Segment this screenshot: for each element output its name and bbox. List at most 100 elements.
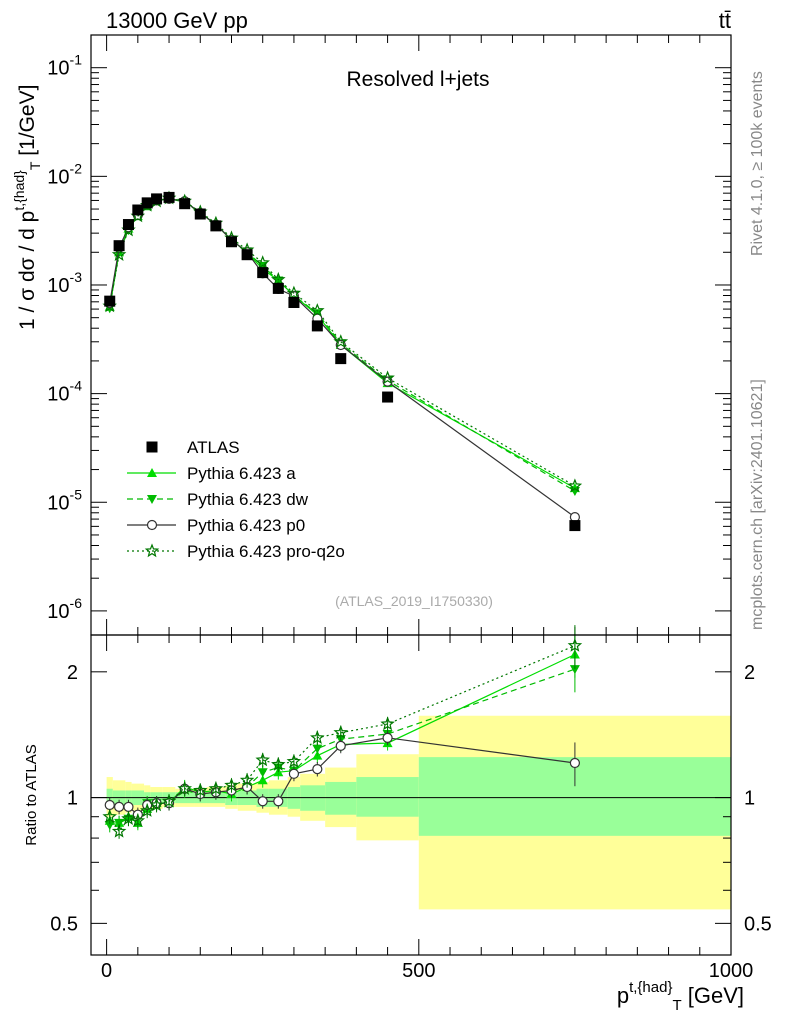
ratio-point-pythia-6-423-dw <box>312 744 323 754</box>
main-y-tick-label: 10-5 <box>47 486 82 514</box>
x-axis-label: pt,{had}T [GeV] <box>617 979 744 1014</box>
ratio-point-pythia-6-423-pro-q2o <box>149 797 164 812</box>
ratio-point-pythia-6-423-p0 <box>335 740 346 751</box>
plot-title: Resolved l+jets <box>347 68 490 91</box>
ratio-point-pythia-6-423-pro-q2o <box>255 752 270 767</box>
ratio-point-pythia-6-423-dw <box>257 768 268 778</box>
ratio-point-pythia-6-423-pro-q2o <box>239 772 255 787</box>
ratio-panel-frame <box>90 634 732 956</box>
ratio-point-pythia-6-423-pro-q2o <box>286 753 302 768</box>
ratio-point-pythia-6-423-pro-q2o <box>567 638 583 652</box>
data-point-atlas <box>151 193 163 205</box>
legend-label-pythia-6-423-dw: Pythia 6.423 dw <box>187 490 309 509</box>
data-point-atlas <box>288 296 300 308</box>
legend-marker-pythia-6-423-dw <box>147 495 157 504</box>
legend-marker-atlas <box>146 441 158 453</box>
main-y-tick-label: 10-6 <box>47 595 82 623</box>
ratio-axis-ticks: 0.5 0.5 1 1 2 2 0 500 1000 <box>50 635 772 982</box>
ratio-y-tick-label-right: 2 <box>744 662 755 684</box>
main-y-tick-label: 10-2 <box>47 160 82 188</box>
ratio-point-pythia-6-423-p0 <box>113 801 125 813</box>
ratio-point-pythia-6-423-p0 <box>288 768 300 779</box>
main-y-tick-label: 10-1 <box>47 52 82 80</box>
series-atlas <box>104 191 581 532</box>
ratio-y-tick-label-right: 0.5 <box>744 913 772 935</box>
legend-label-pythia-6-423-a: Pythia 6.423 a <box>187 464 296 483</box>
ratio-point-pythia-6-423-p0 <box>382 732 393 743</box>
ratio-point-pythia-6-423-pro-q2o <box>102 809 117 823</box>
rivet-version-label: Rivet 4.1.0, ≥ 100k events <box>749 71 766 256</box>
ratio-point-pythia-6-423-dw <box>569 665 580 675</box>
ratio-point-pythia-6-423-p0 <box>312 764 323 775</box>
ratio-point-pythia-6-423-pro-q2o <box>310 730 325 745</box>
data-point-atlas <box>194 208 206 220</box>
main-axis-ticks: 10-6 10-5 10-4 10-3 10-2 10-1 <box>47 34 732 635</box>
legend-marker-pythia-6-423-a <box>147 468 157 477</box>
ratio-point-pythia-6-423-pro-q2o <box>224 777 239 792</box>
ratio-point-pythia-6-423-pro-q2o <box>130 813 146 827</box>
x-tick-label: 500 <box>402 960 435 982</box>
ratio-point-pythia-6-423-pro-q2o <box>208 781 224 795</box>
data-point-atlas <box>122 219 134 231</box>
header-energy-label: 13000 GeV pp <box>106 8 248 33</box>
legend-marker-pythia-6-423-pro-q2o <box>144 543 160 558</box>
data-point-atlas <box>163 191 175 203</box>
data-point-pythia-6-423-pro-q2o <box>286 285 302 300</box>
ratio-band-inner <box>325 781 357 815</box>
data-point-pythia-6-423-dw <box>273 276 284 286</box>
data-point-atlas <box>335 353 347 365</box>
data-point-atlas <box>241 249 253 261</box>
legend-marker-pythia-6-423-p0 <box>146 519 158 531</box>
data-point-atlas <box>141 197 153 209</box>
ratio-point-pythia-6-423-dw <box>114 818 125 828</box>
data-point-atlas <box>272 282 284 294</box>
main-y-axis-label: 1 / σ dσ / d pt,{had}T [1/GeV] <box>11 85 43 330</box>
legend-label-pythia-6-423-p0: Pythia 6.423 p0 <box>187 516 305 535</box>
data-point-pythia-6-423-pro-q2o <box>271 271 286 286</box>
analysis-id-label: (ATLAS_2019_I1750330) <box>335 593 493 609</box>
data-point-atlas <box>210 220 222 232</box>
ratio-point-pythia-6-423-pro-q2o <box>271 756 286 771</box>
ratio-y-tick-label: 2 <box>67 662 78 684</box>
data-point-atlas <box>225 236 237 248</box>
ratio-point-pythia-6-423-p0 <box>123 801 134 813</box>
data-point-pythia-6-423-pro-q2o <box>310 303 325 317</box>
ratio-series-pythia-6-423-pro-q2o <box>102 625 583 839</box>
data-point-atlas <box>179 198 191 210</box>
ratio-band-inner <box>356 777 419 817</box>
data-point-atlas <box>382 391 394 403</box>
main-y-tick-label: 10-4 <box>47 378 82 406</box>
data-point-pythia-6-423-pro-q2o <box>567 478 583 493</box>
ratio-point-pythia-6-423-p0 <box>104 799 115 811</box>
ratio-point-pythia-6-423-p0 <box>257 796 268 807</box>
ratio-y-tick-label: 0.5 <box>50 913 78 935</box>
data-point-atlas <box>257 267 269 279</box>
panel-frames <box>90 34 732 956</box>
ratio-y-tick-label-right: 1 <box>744 788 755 810</box>
x-tick-label: 1000 <box>709 960 754 982</box>
legend-label-atlas: ATLAS <box>187 438 240 457</box>
mcplots-label: mcplots.cern.ch [arXiv:2401.10621] <box>749 379 766 630</box>
data-point-atlas <box>104 295 116 307</box>
ratio-point-pythia-6-423-pro-q2o <box>161 793 177 808</box>
data-point-atlas <box>132 204 144 216</box>
ratio-point-pythia-6-423-pro-q2o <box>193 782 208 797</box>
ratio-point-pythia-6-423-pro-q2o <box>380 716 395 731</box>
ratio-point-pythia-6-423-pro-q2o <box>111 823 127 838</box>
ratio-point-pythia-6-423-a <box>257 775 268 785</box>
ratio-point-pythia-6-423-pro-q2o <box>121 811 136 825</box>
header-process-label: tt̄ <box>719 8 731 33</box>
ratio-point-pythia-6-423-dw <box>104 820 115 830</box>
data-point-atlas <box>569 520 581 532</box>
x-tick-label: 0 <box>101 960 112 982</box>
data-point-pythia-6-423-pro-q2o <box>111 247 127 261</box>
ratio-y-axis-label: Ratio to ATLAS <box>23 744 40 845</box>
data-point-atlas <box>113 240 125 252</box>
ratio-point-pythia-6-423-pro-q2o <box>177 781 192 795</box>
legend-label-pythia-6-423-pro-q2o: Pythia 6.423 pro-q2o <box>187 542 345 561</box>
main-series-group <box>102 190 583 532</box>
ratio-point-pythia-6-423-p0 <box>273 796 284 807</box>
ratio-y-tick-label: 1 <box>67 788 78 810</box>
data-point-pythia-6-423-pro-q2o <box>333 334 349 348</box>
legend: ATLAS Pythia 6.423 a Pythia 6.423 dw Pythia… <box>127 438 345 561</box>
